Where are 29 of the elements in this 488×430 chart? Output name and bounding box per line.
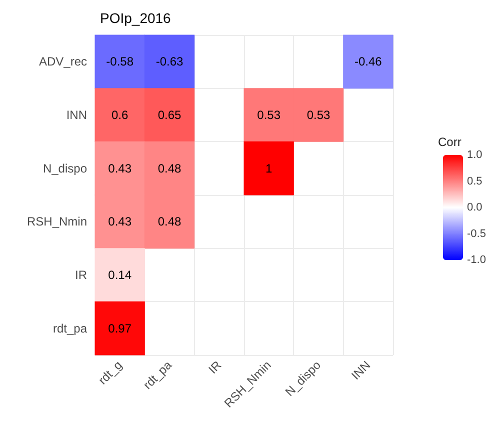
color-bar-label: 0.0 bbox=[467, 202, 482, 214]
data-label: 0.6 bbox=[111, 108, 128, 122]
color-bar-label: -1.0 bbox=[467, 254, 486, 266]
x-tick-label: IR bbox=[206, 358, 224, 376]
data-label: 0.43 bbox=[108, 161, 132, 176]
data-label: 0.53 bbox=[306, 108, 330, 122]
data-label: 0.14 bbox=[108, 268, 132, 282]
color-bar-title: Corr bbox=[438, 135, 462, 149]
y-tick-label: INN bbox=[66, 108, 87, 122]
data-label: 0.97 bbox=[108, 321, 132, 336]
data-label: -0.63 bbox=[156, 54, 184, 69]
color-bar-label: 0.5 bbox=[467, 175, 482, 188]
color-bar-label: 1.0 bbox=[467, 149, 482, 161]
data-label: 0.48 bbox=[158, 214, 182, 229]
data-label: 0.65 bbox=[158, 108, 182, 122]
y-tick-label: IR bbox=[75, 268, 88, 282]
data-label: 0.48 bbox=[158, 161, 182, 176]
data-label: 0.53 bbox=[257, 108, 281, 122]
data-label: -0.46 bbox=[354, 54, 382, 69]
y-tick-label: rdt_pa bbox=[52, 321, 88, 336]
y-tick-label: ADV_rec bbox=[38, 54, 87, 69]
y-tick-label: RSH_Nmin bbox=[26, 214, 87, 229]
data-label: 1 bbox=[265, 161, 272, 176]
data-label: 0.43 bbox=[108, 214, 132, 229]
color-bar-label: -0.5 bbox=[467, 228, 486, 240]
y-tick-label: N_dispo bbox=[42, 161, 88, 176]
data-label: -0.58 bbox=[106, 54, 134, 69]
chart-title: POIp_2016 bbox=[100, 10, 172, 26]
x-tick-label: INN bbox=[348, 358, 374, 383]
